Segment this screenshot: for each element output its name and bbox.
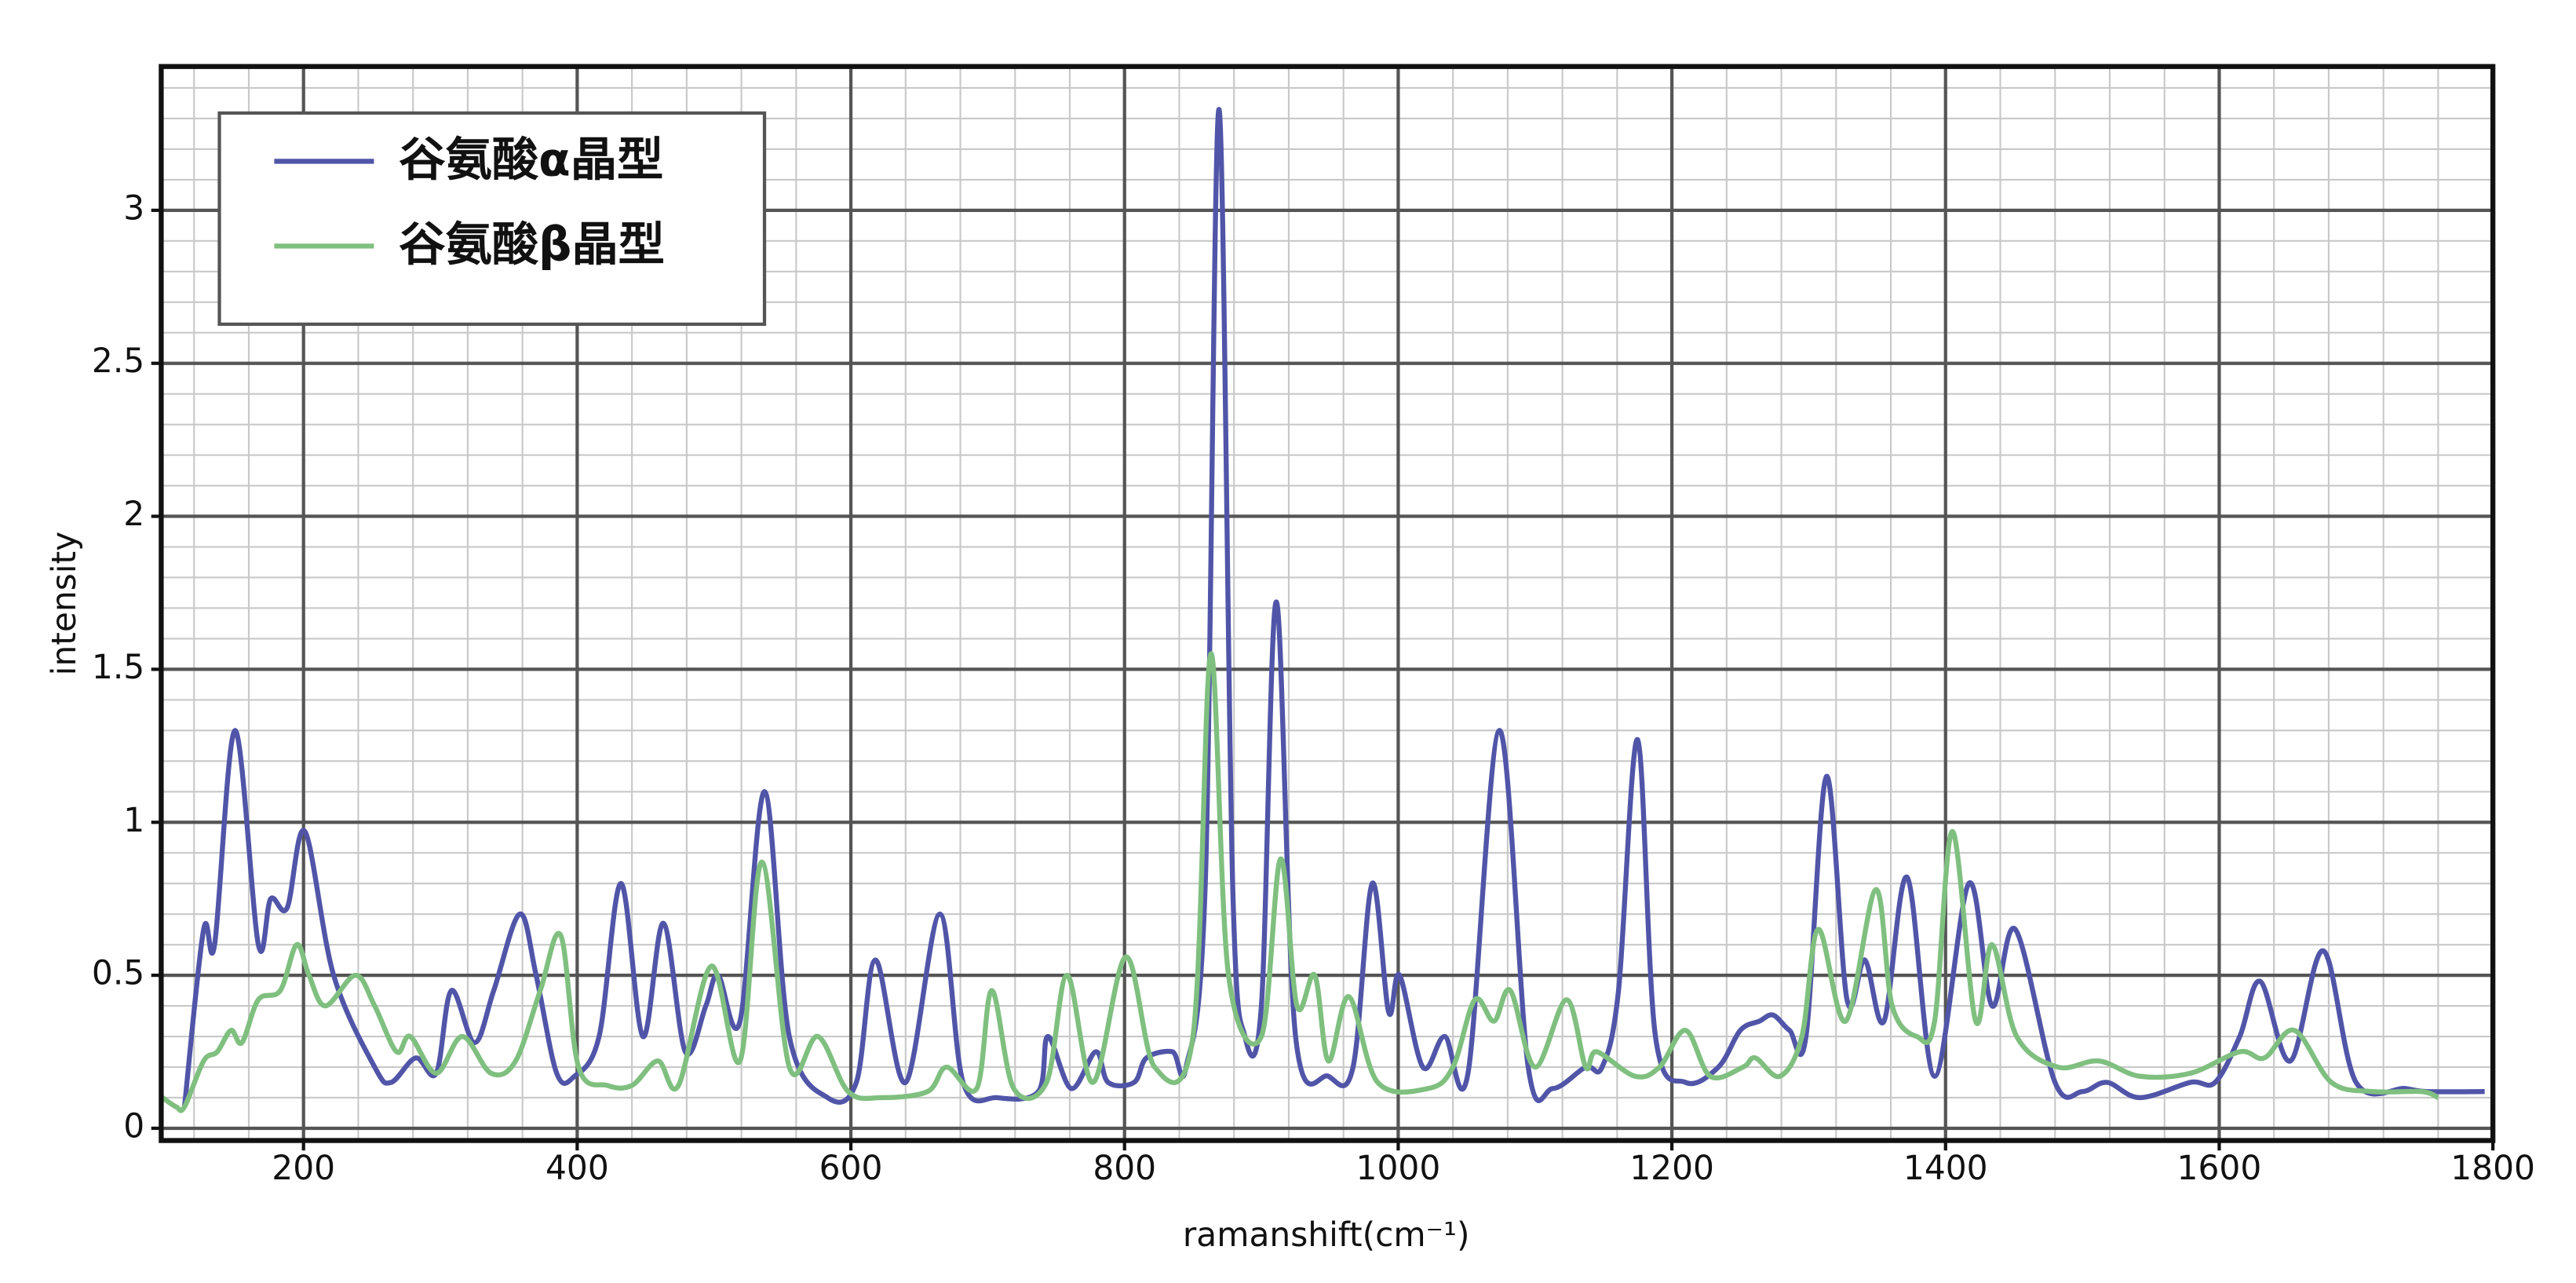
series-line bbox=[181, 107, 2485, 1108]
y-tick-label: 0.5 bbox=[92, 954, 144, 992]
x-axis-label: ramanshift(cm⁻¹) bbox=[1183, 1215, 1470, 1254]
y-tick-label: 2 bbox=[123, 495, 144, 533]
x-tick-label: 600 bbox=[819, 1149, 883, 1187]
x-tick-label: 800 bbox=[1093, 1149, 1156, 1187]
y-tick-label: 2.5 bbox=[92, 342, 144, 380]
legend-box bbox=[217, 111, 767, 327]
ticks: 200 400 600 800 1000 1200 1400 1600 1800 0 0.5 1 1.5… bbox=[92, 188, 2535, 1187]
series-line bbox=[161, 651, 2439, 1113]
y-axis-label: intensity bbox=[45, 532, 83, 676]
x-tick-label: 400 bbox=[545, 1149, 609, 1187]
plot-frame bbox=[159, 64, 2496, 1143]
legend-label: 谷氨酸β晶型 bbox=[399, 217, 665, 272]
x-tick-label: 1400 bbox=[1903, 1149, 1988, 1187]
x-tick-label: 1600 bbox=[2177, 1149, 2262, 1187]
x-tick-label: 200 bbox=[272, 1149, 335, 1187]
x-tick-label: 1000 bbox=[1356, 1149, 1441, 1187]
grid bbox=[161, 66, 2495, 1141]
y-tick-label: 3 bbox=[123, 188, 144, 227]
y-tick-label: 1.5 bbox=[92, 648, 144, 686]
x-tick-label: 1200 bbox=[1629, 1149, 1714, 1187]
y-tick-label: 0 bbox=[123, 1106, 144, 1145]
y-tick-label: 1 bbox=[123, 801, 144, 839]
lines bbox=[161, 107, 2485, 1113]
legend-label: 谷氨酸α晶型 bbox=[399, 133, 663, 187]
x-tick-label: 1800 bbox=[2450, 1149, 2535, 1187]
